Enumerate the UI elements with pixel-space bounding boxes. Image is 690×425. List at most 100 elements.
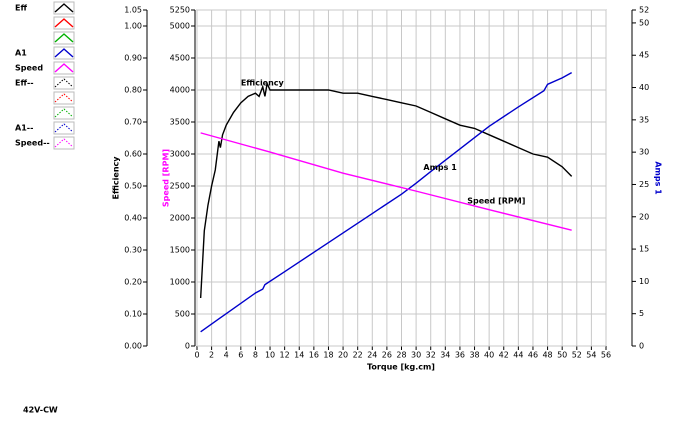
x-tick-label: 36 bbox=[455, 351, 465, 360]
legend-box bbox=[53, 1, 75, 15]
legend-symbol bbox=[54, 138, 74, 148]
legend-symbol bbox=[54, 48, 74, 58]
y2-tick-label: 1500 bbox=[170, 246, 190, 255]
y-tick-label: 1.05 bbox=[124, 6, 142, 15]
legend-box bbox=[53, 31, 75, 45]
legend-symbol bbox=[54, 78, 74, 88]
x-tick-label: 32 bbox=[426, 351, 436, 360]
x-tick-label: 52 bbox=[572, 351, 582, 360]
x-tick-label: 6 bbox=[238, 351, 243, 360]
x-tick-label: 2 bbox=[209, 351, 214, 360]
y3-tick-label: 25 bbox=[639, 180, 649, 189]
legend-label: A1 bbox=[15, 49, 27, 58]
series-line bbox=[200, 72, 573, 333]
y-tick-label: 0.60 bbox=[124, 150, 142, 159]
series-line bbox=[200, 132, 572, 231]
annotation: Amps 1 bbox=[423, 163, 457, 172]
legend-label: Eff-- bbox=[15, 79, 34, 88]
legend-symbol bbox=[54, 108, 74, 118]
legend-box bbox=[53, 106, 75, 120]
y2-tick-label: 4000 bbox=[170, 86, 190, 95]
y3-axis-title: Amps 1 bbox=[654, 161, 663, 195]
legend-box bbox=[53, 121, 75, 135]
legend-box bbox=[53, 91, 75, 105]
legend-box bbox=[53, 46, 75, 60]
y-tick-label: 0.20 bbox=[124, 278, 142, 287]
legend-symbol bbox=[54, 93, 74, 103]
legend-label: A1-- bbox=[15, 124, 33, 133]
y2-tick-label: 500 bbox=[175, 310, 190, 319]
x-tick-label: 0 bbox=[194, 351, 199, 360]
legend-box bbox=[53, 16, 75, 30]
y-tick-label: 0.10 bbox=[124, 310, 142, 319]
y-tick-label: 0.50 bbox=[124, 182, 142, 191]
legend-box bbox=[53, 61, 75, 75]
y2-tick-label: 1000 bbox=[170, 278, 190, 287]
legend-symbol bbox=[54, 123, 74, 133]
x-tick-label: 26 bbox=[382, 351, 392, 360]
x-tick-label: 34 bbox=[440, 351, 450, 360]
y2-tick-label: 3500 bbox=[170, 118, 190, 127]
y3-tick-label: 52 bbox=[639, 6, 649, 15]
legend-symbol bbox=[54, 63, 74, 73]
footer: 42V-CW bbox=[23, 406, 58, 415]
y-tick-label: 0.40 bbox=[124, 214, 142, 223]
y3-tick-label: 50 bbox=[639, 18, 649, 27]
x-tick-label: 24 bbox=[367, 351, 377, 360]
y2-axis-title: Speed [RPM] bbox=[162, 149, 171, 207]
x-tick-label: 44 bbox=[513, 351, 523, 360]
y-axis-title: Efficiency bbox=[112, 156, 121, 200]
y2-tick-label: 4500 bbox=[170, 54, 190, 63]
y3-tick-label: 30 bbox=[639, 148, 649, 157]
y-tick-label: 0.80 bbox=[124, 86, 142, 95]
y-tick-label: 0.00 bbox=[124, 342, 142, 351]
y2-tick-label: 0 bbox=[185, 342, 190, 351]
legend-box bbox=[53, 136, 75, 150]
y2-tick-label: 5000 bbox=[170, 22, 190, 31]
legend-symbol bbox=[54, 33, 74, 43]
x-tick-label: 38 bbox=[469, 351, 479, 360]
x-tick-label: 12 bbox=[280, 351, 290, 360]
x-tick-label: 50 bbox=[557, 351, 567, 360]
y-tick-label: 0.90 bbox=[124, 54, 142, 63]
y2-tick-label: 2500 bbox=[170, 182, 190, 191]
x-tick-label: 56 bbox=[601, 351, 611, 360]
legend-symbol bbox=[54, 3, 74, 13]
x-axis-title: Torque [kg.cm] bbox=[367, 363, 435, 372]
x-tick-label: 16 bbox=[309, 351, 319, 360]
x-tick-label: 30 bbox=[411, 351, 421, 360]
y-tick-label: 0.70 bbox=[124, 118, 142, 127]
y3-tick-label: 40 bbox=[639, 83, 649, 92]
y-tick-label: 1.00 bbox=[124, 22, 142, 31]
y3-tick-label: 45 bbox=[639, 51, 649, 60]
x-tick-label: 40 bbox=[484, 351, 494, 360]
legend-label: Speed bbox=[15, 64, 43, 73]
x-tick-label: 18 bbox=[323, 351, 333, 360]
y3-tick-label: 0 bbox=[639, 342, 644, 351]
annotation: Efficiency bbox=[241, 78, 285, 87]
x-tick-label: 14 bbox=[294, 351, 304, 360]
x-tick-label: 8 bbox=[253, 351, 258, 360]
y3-tick-label: 5 bbox=[639, 309, 644, 318]
x-tick-label: 28 bbox=[396, 351, 406, 360]
y2-tick-label: 5250 bbox=[170, 6, 190, 15]
y-tick-label: 0.30 bbox=[124, 246, 142, 255]
x-tick-label: 22 bbox=[353, 351, 363, 360]
y2-tick-label: 3000 bbox=[170, 150, 190, 159]
legend-label: Speed-- bbox=[15, 139, 50, 148]
x-tick-label: 48 bbox=[542, 351, 552, 360]
x-tick-label: 10 bbox=[265, 351, 275, 360]
y3-tick-label: 15 bbox=[639, 245, 649, 254]
y3-tick-label: 35 bbox=[639, 115, 649, 124]
x-tick-label: 46 bbox=[528, 351, 538, 360]
series-line bbox=[199, 81, 573, 299]
y2-tick-label: 2000 bbox=[170, 214, 190, 223]
legend-label: Eff bbox=[15, 4, 27, 13]
y3-tick-label: 20 bbox=[639, 212, 649, 221]
x-tick-label: 42 bbox=[499, 351, 509, 360]
legend-box bbox=[53, 76, 75, 90]
x-tick-label: 4 bbox=[224, 351, 229, 360]
annotation: Speed [RPM] bbox=[467, 197, 525, 206]
y3-tick-label: 10 bbox=[639, 277, 649, 286]
